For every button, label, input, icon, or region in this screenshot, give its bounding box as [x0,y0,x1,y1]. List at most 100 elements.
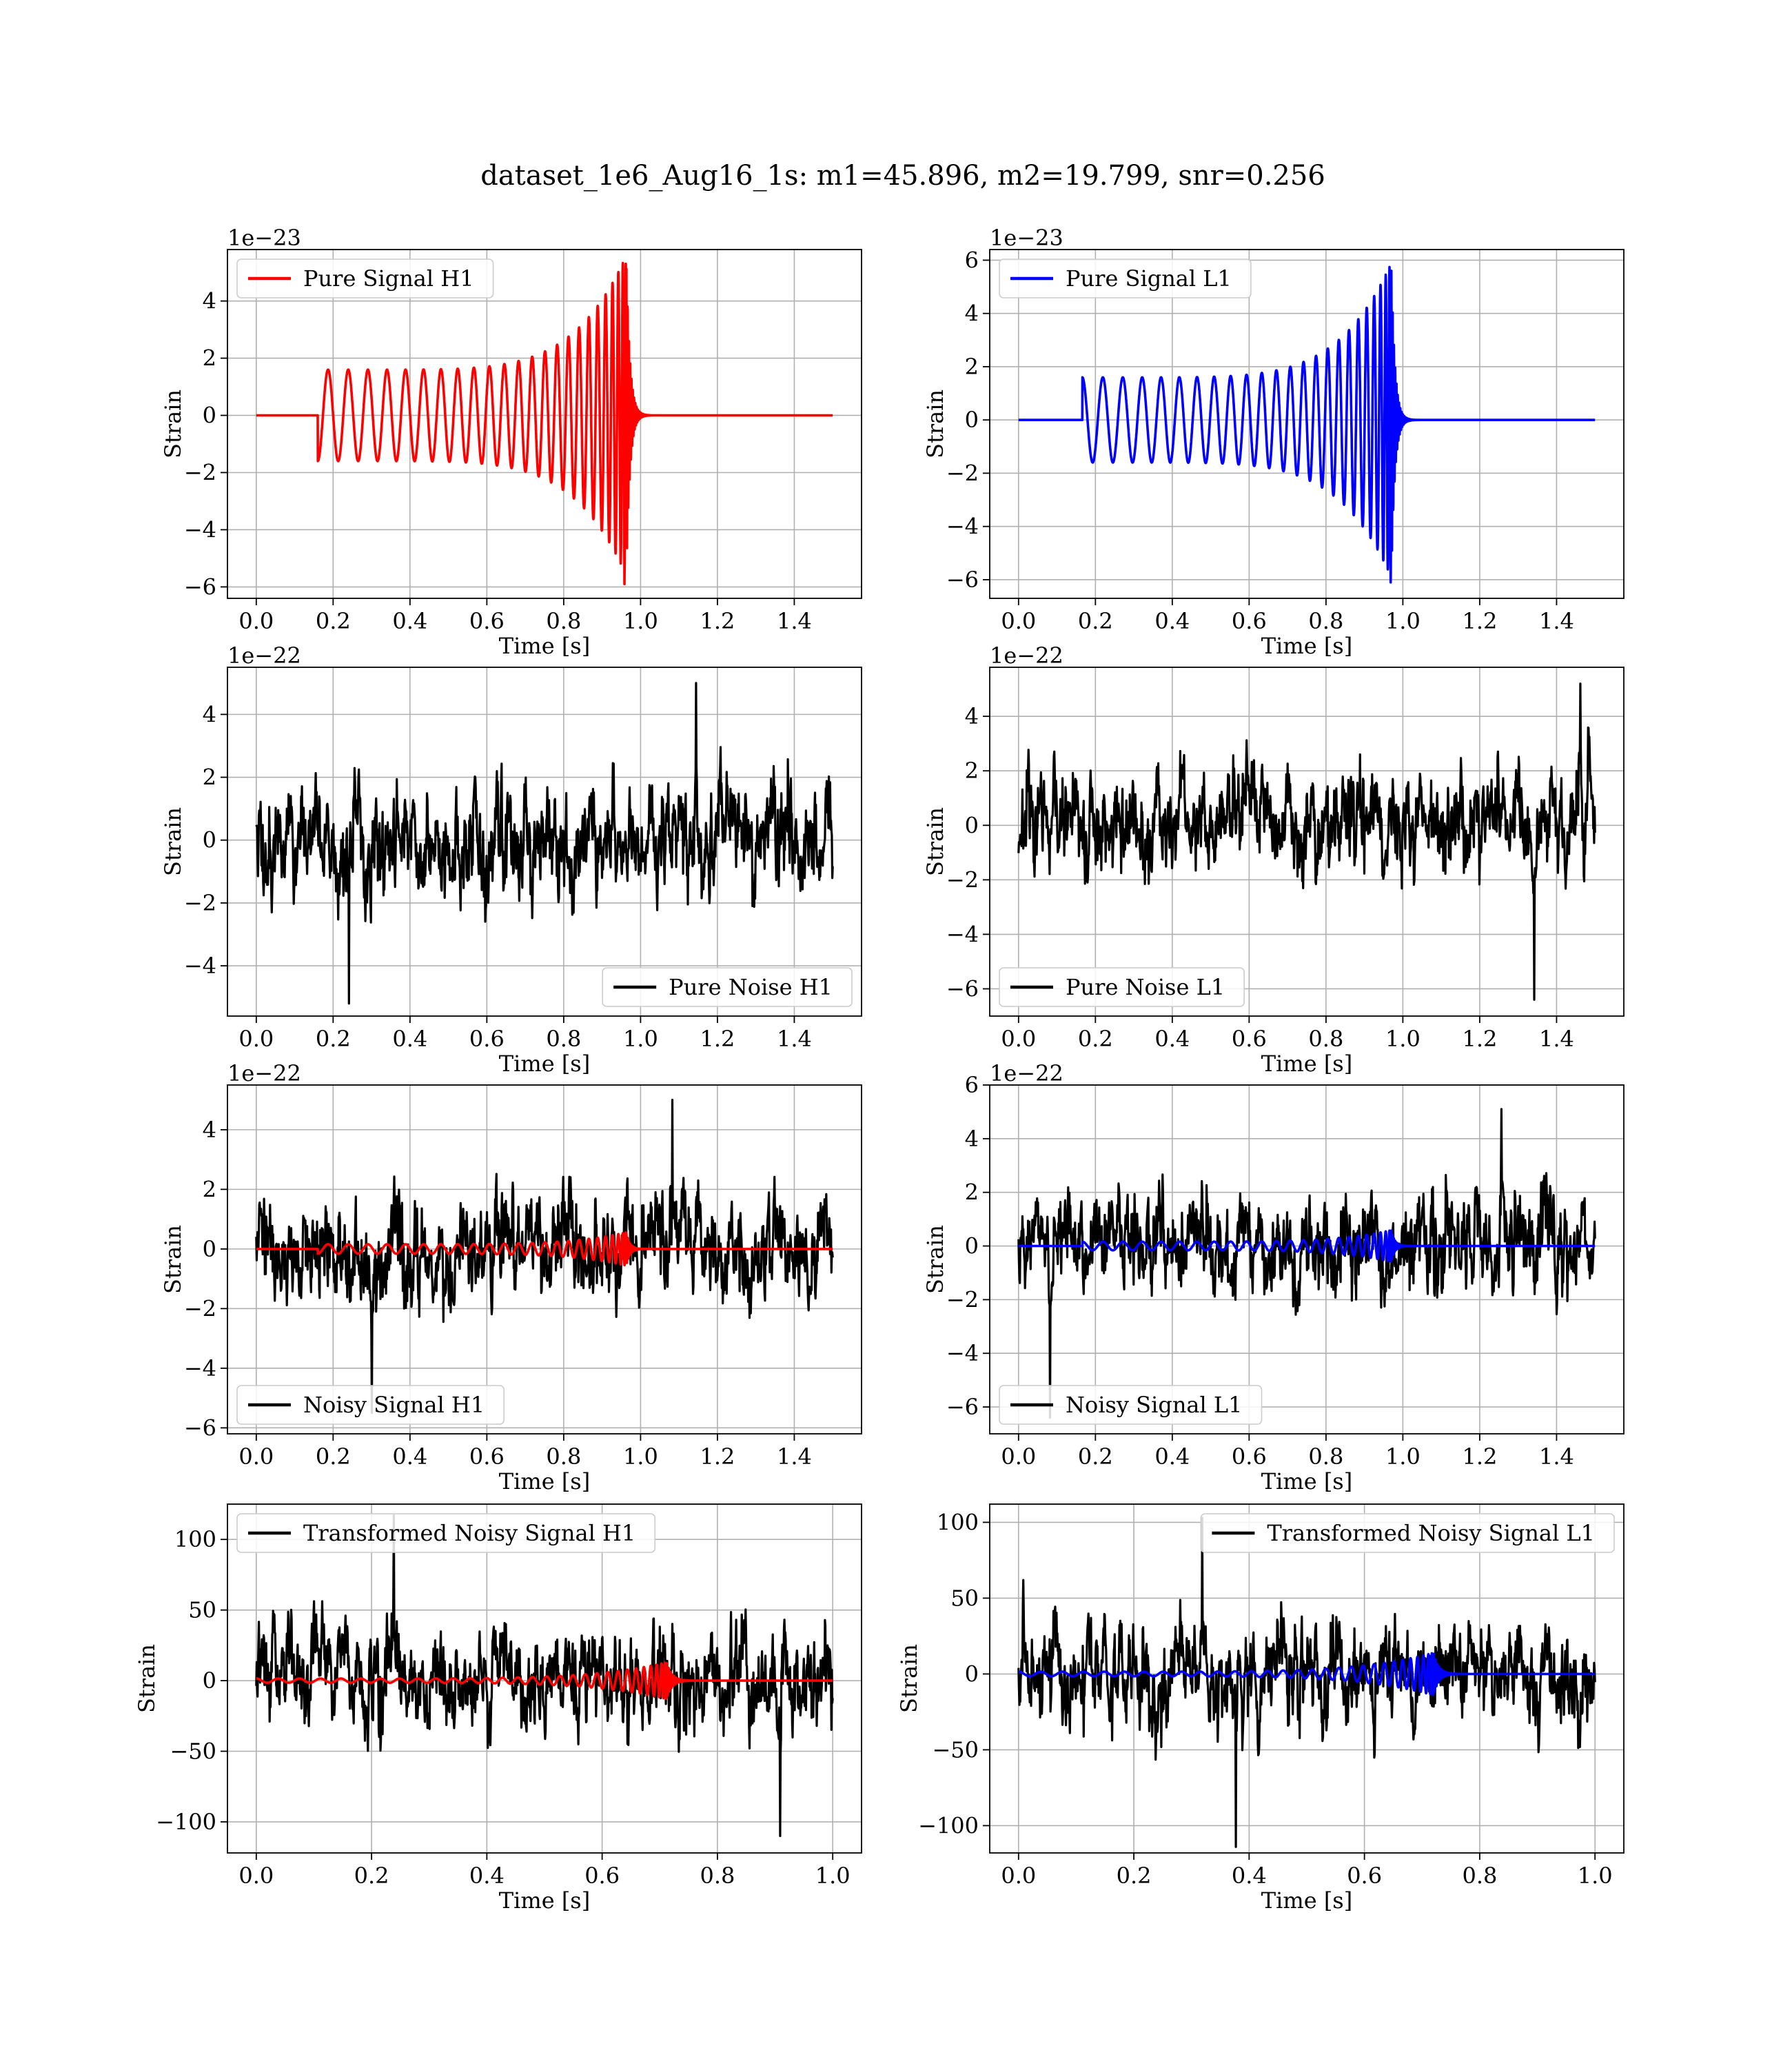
x-tick-label: 0.6 [1347,1863,1382,1889]
legend-frame [1200,1513,1615,1553]
axes-frame [227,667,862,1017]
legend-entry: Transformed Noisy Signal L1 [1267,1520,1595,1546]
series-line-noisy-signal-l1 [1017,1108,1596,1419]
axes-frame [989,667,1625,1017]
y-tick-label: −4 [946,921,979,947]
y-tick-label: 4 [203,701,216,727]
y-tick-label: 0 [203,403,216,429]
x-axis-label: Time [s] [499,1468,590,1494]
x-tick-label: 0.4 [392,1026,427,1052]
x-tick-label: 0.8 [1308,1026,1343,1052]
x-tick-label: 0.6 [1232,1443,1267,1470]
x-tick-label: 0.6 [1232,608,1267,634]
pure-signal-h1-plot-area [255,261,834,586]
legend-frame [602,967,853,1007]
axes-frame [227,1503,862,1854]
y-tick-label: −6 [946,975,979,1002]
x-axis-label: Time [s] [1261,1051,1352,1077]
x-tick-label: 1.4 [777,1026,812,1052]
pure-noise-h1-plot-area [255,682,834,1005]
y-tick-label: −2 [946,460,979,486]
y-tick-label: 2 [203,764,216,791]
x-tick-label: 0.2 [1078,1443,1113,1470]
y-tick-label: 2 [965,354,979,380]
x-tick-label: 0.0 [238,608,274,634]
legend: Noisy Signal L1 [999,1385,1263,1425]
x-tick-label: 0.4 [1154,1026,1190,1052]
transformed-noisy-signal-h1-panel: 0.0 0.2 0.4 0.6 0.8 1.0 −100 −50 0 50 100 Time [s] S… [134,1503,862,1914]
y-tick-label: −6 [184,574,216,600]
x-tick-label: 0.0 [1001,1863,1036,1889]
x-tick-label: 1.0 [1385,1026,1421,1052]
x-tick-label: 0.8 [1308,1443,1343,1470]
axes-frame [989,1503,1625,1854]
x-tick-label: 0.0 [1001,608,1036,634]
transformed-noisy-signal-l1-plot-area [1017,1517,1596,1848]
x-tick-label: 1.0 [623,1443,658,1470]
x-tick-label: 0.8 [546,608,581,634]
y-tick-label: 100 [174,1526,216,1552]
x-tick-label: 0.8 [546,1443,581,1470]
series-line-pure-noise-h1 [255,682,834,1005]
x-tick-label: 1.0 [623,608,658,634]
y-tick-label: 0 [965,1233,979,1259]
y-tick-label: 0 [965,812,979,838]
y-tick-label: −2 [184,890,216,916]
x-tick-label: 0.2 [316,1026,351,1052]
y-tick-label: −6 [946,567,979,593]
x-tick-label: 0.6 [469,1443,505,1470]
y-tick-label: −4 [946,1340,979,1366]
axes-frame [227,249,862,599]
x-tick-label: 1.0 [1578,1863,1613,1889]
pure-noise-l1-plot-area [1017,682,1596,1001]
y-tick-label: −6 [184,1415,216,1441]
y-tick-label: −100 [156,1809,216,1835]
legend-entry: Pure Noise L1 [1066,974,1225,1000]
noisy-signal-h1-panel: 0.0 0.2 0.4 0.6 0.8 1.0 1.2 1.4 −6 −4 −2 0 2 4 Time [s… [160,1060,862,1494]
legend-entry: Noisy Signal L1 [1066,1392,1243,1418]
y-tick-label: 4 [965,301,979,327]
noisy-signal-l1-plot-area [1017,1108,1596,1419]
legend-frame [999,1385,1263,1425]
legend: Transformed Noisy Signal H1 [236,1513,656,1553]
y-offset-text: 1e−22 [990,642,1063,669]
y-tick-label: −4 [184,516,216,543]
x-tick-label: 0.6 [584,1863,620,1889]
figure-title: dataset_1e6_Aug16_1s: m1=45.896, m2=19.7… [480,160,1325,192]
x-tick-label: 1.4 [1539,608,1574,634]
y-tick-label: 0 [965,407,979,433]
y-tick-label: 4 [203,1117,216,1143]
pure-signal-h1-panel: 0.0 0.2 0.4 0.6 0.8 1.0 1.2 1.4 −6 −4 −2 0 2 4 Time [s… [160,225,862,659]
y-tick-label: −50 [170,1738,216,1765]
x-tick-label: 0.2 [354,1863,389,1889]
series-line-chirp-overlay [1017,1229,1596,1263]
y-offset-text: 1e−23 [227,225,301,251]
x-tick-label: 0.0 [238,1443,274,1470]
x-tick-label: 0.2 [316,1443,351,1470]
y-tick-label: −2 [946,866,979,893]
y-axis-label: Strain [160,1225,186,1294]
x-tick-label: 0.6 [469,608,505,634]
y-axis-label: Strain [160,389,186,458]
x-axis-label: Time [s] [499,1051,590,1077]
x-tick-label: 0.0 [1001,1026,1036,1052]
legend-frame [999,967,1245,1007]
legend-frame [236,1385,505,1425]
y-tick-label: 2 [203,345,216,372]
x-tick-label: 0.8 [700,1863,735,1889]
x-axis-label: Time [s] [499,633,590,659]
y-offset-text: 1e−22 [227,642,301,669]
legend-entry: Pure Noise H1 [669,974,833,1000]
y-tick-label: −4 [184,953,216,979]
series-line-pure-noise-l1 [1017,682,1596,1001]
x-tick-label: 1.2 [1462,608,1497,634]
x-tick-label: 0.8 [546,1026,581,1052]
series-line-chirp-overlay [255,1231,834,1267]
series-line-pure-signal-l1 [1017,265,1596,584]
legend: Pure Noise L1 [999,967,1245,1007]
series-line-chirp-overlay [255,1661,834,1700]
y-axis-label: Strain [134,1644,160,1713]
y-tick-label: −100 [918,1812,979,1838]
legend-entry: Noisy Signal H1 [303,1392,485,1418]
